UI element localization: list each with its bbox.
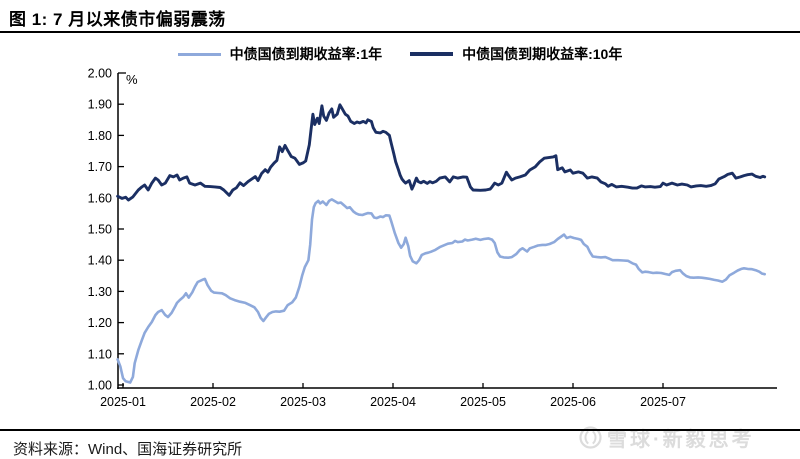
title-underline — [0, 31, 800, 33]
y-tick-label: 2.00 — [88, 67, 112, 81]
y-tick-label: 1.70 — [88, 160, 112, 174]
figure-title: 图 1: 7 月以来债市偏弱震荡 — [9, 10, 226, 29]
y-tick-label: 1.10 — [88, 347, 112, 361]
series-line-10y — [116, 103, 767, 202]
x-tick-label: 2025-02 — [190, 395, 236, 409]
y-axis-unit-label: % — [126, 72, 138, 87]
y-tick-label: 1.50 — [88, 223, 112, 237]
legend-line-swatch-10y-icon — [410, 52, 454, 56]
legend-line-swatch-1y-icon — [177, 52, 221, 56]
x-tick-label: 2025-04 — [370, 395, 416, 409]
legend-label-10y: 中债国债到期收益率:10年 — [462, 46, 623, 62]
y-tick-label: 1.60 — [88, 191, 112, 205]
y-tick-label: 1.80 — [88, 129, 112, 143]
x-tick-label: 2025-01 — [100, 395, 146, 409]
legend-item-1y: 中债国债到期收益率:1年 — [177, 44, 383, 64]
source-note: 资料来源：Wind、国海证券研究所 — [13, 441, 243, 458]
chart-legend: 中债国债到期收益率:1年 中债国债到期收益率:10年 — [0, 44, 800, 64]
y-tick-label: 1.00 — [88, 379, 112, 393]
y-tick-label: 1.40 — [88, 254, 112, 268]
y-tick-label: 1.20 — [88, 316, 112, 330]
legend-item-10y: 中债国债到期收益率:10年 — [410, 44, 622, 64]
x-tick-label: 2025-07 — [640, 395, 686, 409]
legend-label-1y: 中债国债到期收益率:1年 — [229, 46, 383, 62]
bottom-rule — [0, 429, 800, 431]
xueqiu-logo-icon — [579, 426, 602, 449]
y-tick-label: 1.90 — [88, 98, 112, 112]
x-tick-label: 2025-06 — [550, 395, 596, 409]
watermark-text: 雪球·新毅思考 — [607, 429, 755, 451]
y-tick-label: 1.30 — [88, 285, 112, 299]
watermark: 雪球·新毅思考 — [579, 423, 755, 452]
series-line-1y — [116, 198, 767, 384]
x-tick-label: 2025-05 — [460, 395, 506, 409]
x-tick-label: 2025-03 — [280, 395, 326, 409]
